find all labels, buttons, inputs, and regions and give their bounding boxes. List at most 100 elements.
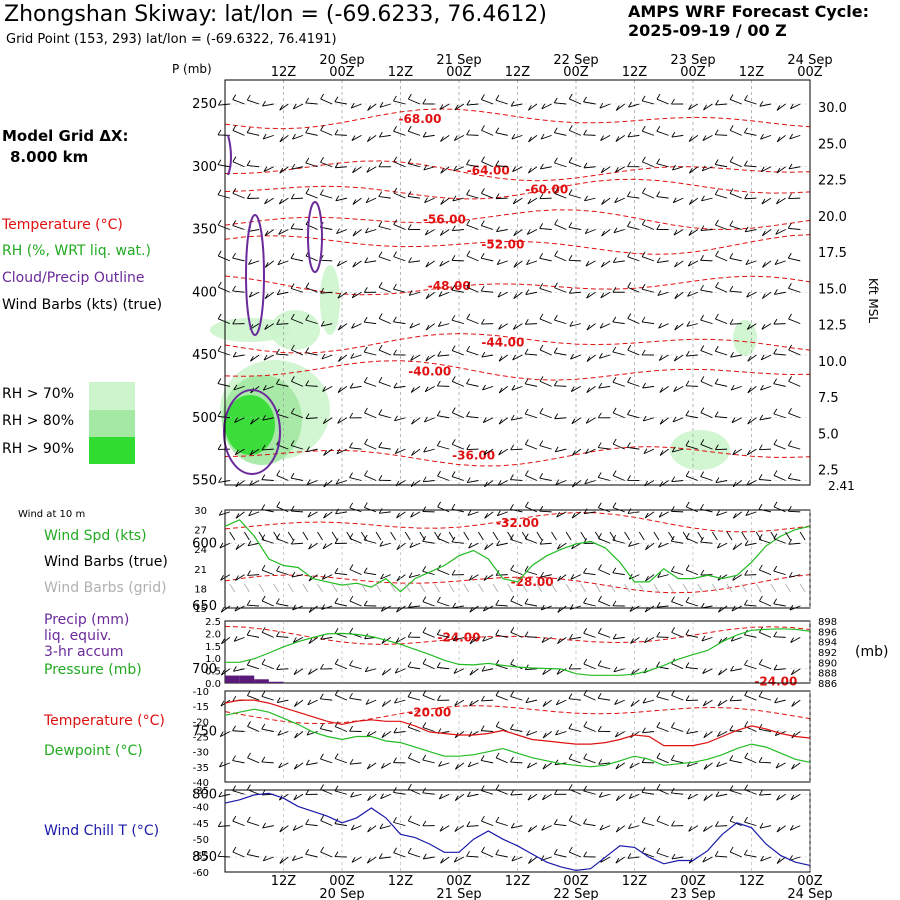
wind-barb-staff bbox=[307, 480, 318, 485]
wind-barb-flag bbox=[349, 595, 354, 602]
wind-barb-flag bbox=[381, 701, 386, 707]
wind-barb-flag bbox=[656, 815, 661, 822]
pressure-tick-label: 896 bbox=[818, 627, 837, 638]
wind-barb-flag bbox=[627, 853, 632, 859]
wind-barb-flag bbox=[760, 855, 764, 862]
wind-barb-flag bbox=[468, 542, 472, 549]
wind-barb-staff bbox=[393, 192, 406, 199]
wind-barb-staff bbox=[276, 570, 289, 576]
wind-barb-flag bbox=[717, 700, 722, 707]
wind-barb-staff bbox=[511, 417, 523, 421]
wind-barb-staff bbox=[641, 100, 655, 105]
wind-barb-staff bbox=[539, 287, 552, 293]
wind-barb-flag bbox=[495, 784, 500, 790]
wind-barb-flag bbox=[410, 512, 414, 518]
wind-barb-staff bbox=[320, 291, 333, 294]
wind-barb-staff bbox=[732, 448, 742, 456]
wind-barb-flag bbox=[524, 378, 529, 385]
wind-barb-staff bbox=[232, 730, 245, 732]
wind-barb-staff bbox=[774, 699, 786, 704]
wind-barb-staff bbox=[291, 412, 304, 419]
wind-barb-flag bbox=[261, 723, 266, 730]
wind-barb-staff bbox=[644, 636, 655, 644]
wind-barb-flag bbox=[642, 187, 646, 194]
sfc-wind-barb bbox=[477, 531, 484, 541]
wind-barb-staff bbox=[305, 853, 318, 858]
wind-barb-staff bbox=[364, 412, 377, 419]
wind-barb-flag bbox=[700, 569, 705, 576]
wind-barb-flag bbox=[528, 136, 532, 143]
sfc-grid-wind-barb bbox=[653, 583, 660, 593]
wind-barb-staff bbox=[776, 135, 786, 143]
wind-barb-staff bbox=[334, 134, 347, 136]
wind-barb-staff bbox=[729, 129, 742, 136]
forecast-cycle: AMPS WRF Forecast Cycle: 2025-09-19 / 00… bbox=[628, 2, 869, 40]
wind-barb-staff bbox=[438, 762, 450, 767]
wind-barb-staff bbox=[322, 417, 333, 425]
wind-barb-flag bbox=[233, 636, 238, 642]
wind-barb-staff bbox=[466, 350, 479, 356]
wind-barb-staff bbox=[481, 192, 494, 199]
wind-barb-staff bbox=[396, 542, 406, 551]
sfc-grid-wind-barb bbox=[390, 583, 397, 593]
wind-barb-flag bbox=[553, 848, 558, 855]
wind-barb-staff bbox=[628, 542, 640, 547]
wind-barb-flag bbox=[261, 627, 266, 633]
wind-barb-flag bbox=[527, 794, 532, 801]
wind-barb-flag bbox=[759, 414, 764, 421]
wind-barb-staff bbox=[247, 165, 260, 168]
wind-barb-staff bbox=[525, 506, 538, 513]
wind-barb-flag bbox=[714, 850, 719, 857]
wind-barb-staff bbox=[410, 480, 421, 487]
wind-barb-staff bbox=[527, 762, 538, 769]
wind-barb-flag bbox=[612, 633, 617, 640]
isotherm-line bbox=[224, 574, 811, 594]
wind-barb-flag bbox=[729, 846, 734, 853]
wind-barb-flag bbox=[366, 136, 371, 142]
wind-barb-flag bbox=[645, 575, 649, 582]
wind-barb-flag bbox=[510, 756, 514, 763]
sfc-wind-barb bbox=[331, 531, 338, 541]
wind-barb-staff bbox=[612, 412, 625, 419]
wind-barb-flag bbox=[349, 725, 353, 732]
wind-barb-staff bbox=[481, 99, 494, 105]
wind-barb-staff bbox=[452, 443, 465, 450]
wind-barb-flag bbox=[217, 851, 222, 857]
wind-barb-staff bbox=[263, 385, 274, 391]
wind-barb-flag bbox=[612, 534, 617, 541]
wind-barb-flag bbox=[641, 316, 646, 323]
page-title: Zhongshan Skiway: lat/lon = (-69.6233, 7… bbox=[4, 2, 547, 27]
wind-barb-flag bbox=[641, 847, 646, 853]
wind-barb-flag bbox=[279, 858, 284, 864]
wind-barb-flag bbox=[247, 784, 251, 790]
wind-barb-flag bbox=[308, 575, 313, 582]
wind-barb-staff bbox=[656, 130, 669, 136]
isotherm-label: -60.00 bbox=[525, 182, 568, 196]
wind-barb-flag bbox=[760, 166, 765, 172]
wind-barb-flag bbox=[641, 156, 646, 163]
wind-barb-staff bbox=[688, 103, 699, 110]
wind-barb-flag bbox=[351, 135, 356, 141]
wind-barb-flag bbox=[687, 291, 691, 297]
wind-barb-flag bbox=[760, 354, 765, 361]
wind-barb-staff bbox=[744, 165, 757, 168]
wind-barb-flag bbox=[352, 230, 357, 237]
wind-barb-flag bbox=[788, 572, 793, 578]
wind-barb-staff bbox=[378, 196, 391, 199]
wind-barb-flag bbox=[264, 230, 269, 237]
wind-barb-staff bbox=[554, 385, 567, 387]
wind-barb-flag bbox=[554, 157, 558, 164]
wind-barb-staff bbox=[671, 570, 684, 576]
isotherm-line bbox=[224, 360, 811, 381]
wind-barb-staff bbox=[599, 793, 611, 798]
wind-barb-staff bbox=[422, 792, 435, 795]
wind-barb-flag bbox=[715, 99, 719, 106]
wind-barb-flag bbox=[758, 474, 763, 480]
wind-barb-staff bbox=[218, 793, 230, 798]
wind-barb-flag bbox=[598, 759, 603, 765]
wind-barb-staff bbox=[585, 448, 596, 455]
wind-barb-staff bbox=[569, 323, 581, 327]
wind-barb-staff bbox=[364, 381, 377, 387]
wind-barb-flag bbox=[425, 355, 430, 362]
wind-barb-staff bbox=[524, 353, 538, 356]
